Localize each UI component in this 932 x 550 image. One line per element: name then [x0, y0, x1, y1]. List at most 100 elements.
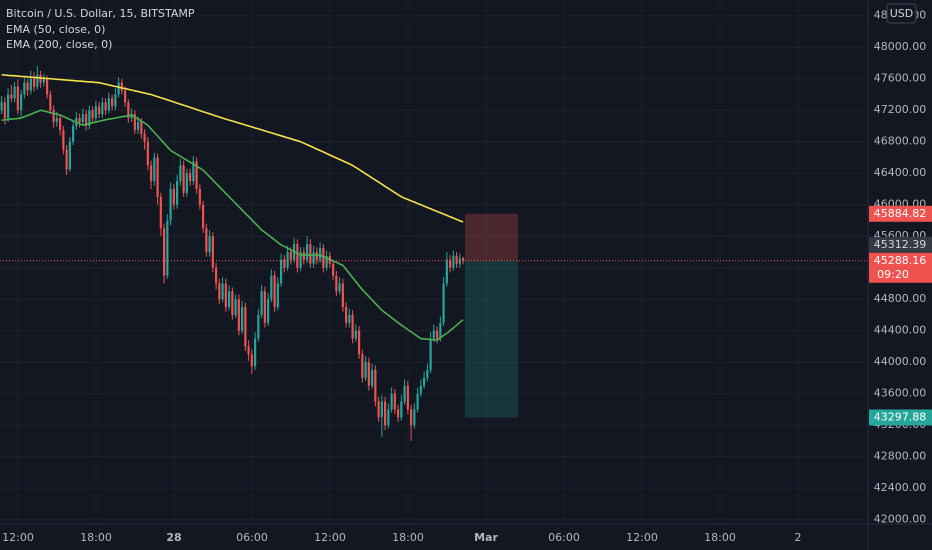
- y-tick-label: 46800.00: [874, 135, 927, 148]
- candle-body: [462, 258, 465, 261]
- candle-body: [416, 393, 419, 410]
- candle-body: [348, 314, 351, 323]
- candle-body: [3, 102, 6, 119]
- x-tick-label: Mar: [474, 531, 498, 544]
- candle-body: [390, 393, 393, 410]
- candle-body: [91, 110, 94, 119]
- y-tick-label: 48000.00: [874, 40, 927, 53]
- candle-body: [172, 188, 175, 205]
- x-tick-label: 28: [166, 531, 181, 544]
- candle-body: [185, 173, 188, 193]
- candle-body: [98, 106, 101, 115]
- y-tick-label: 47600.00: [874, 72, 927, 85]
- candle-body: [16, 86, 19, 111]
- y-tick-label: 42000.00: [874, 513, 927, 526]
- candle-body: [371, 370, 374, 386]
- candle-body: [302, 251, 305, 260]
- candle-body: [111, 98, 114, 107]
- candle-body: [33, 78, 36, 87]
- candle-body: [143, 133, 146, 142]
- x-tick-label: 12:00: [314, 531, 346, 544]
- candle-body: [250, 354, 253, 367]
- candle-body: [198, 188, 201, 205]
- candle-body: [332, 263, 335, 276]
- currency-label[interactable]: USD: [890, 7, 914, 20]
- candle-body: [205, 228, 208, 252]
- candle-body: [169, 188, 172, 221]
- candle-body: [244, 307, 247, 347]
- stop-zone: [465, 213, 518, 261]
- candle-body: [400, 401, 403, 418]
- candle-body: [426, 370, 429, 378]
- candle-body: [364, 362, 367, 378]
- candle-body: [176, 181, 179, 205]
- candle-body: [189, 173, 192, 182]
- last-price-label: 45288.16: [874, 254, 927, 267]
- candle-body: [345, 307, 348, 323]
- candle-body: [78, 118, 81, 123]
- candle-body: [322, 248, 325, 268]
- target-price-label-bg: [869, 409, 932, 426]
- candle-body: [455, 255, 458, 264]
- candle-body: [273, 275, 276, 308]
- candle-body: [257, 314, 260, 339]
- candle-body: [211, 236, 214, 268]
- candle-body: [410, 409, 413, 426]
- candle-body: [114, 94, 117, 107]
- candle-body: [247, 346, 250, 355]
- candle-body: [36, 74, 39, 87]
- candle-body: [351, 314, 354, 339]
- candle-body: [127, 102, 130, 119]
- x-tick-label: 12:00: [626, 531, 658, 544]
- candle-body: [270, 275, 273, 300]
- candle-body: [23, 82, 26, 95]
- candle-body: [439, 322, 442, 339]
- candle-body: [107, 98, 110, 111]
- y-tick-label: 44000.00: [874, 355, 927, 368]
- legend-entry: EMA (200, close, 0): [6, 38, 112, 51]
- symbol-title: Bitcoin / U.S. Dollar, 15, BITSTAMP: [6, 7, 195, 20]
- stop-price-label-bg: [869, 205, 932, 222]
- target-price-label: 43297.88: [874, 410, 927, 423]
- x-tick-label: 12:00: [2, 531, 34, 544]
- ema-line: [1, 74, 464, 223]
- candle-body: [406, 385, 409, 410]
- candle-body: [140, 122, 143, 134]
- candle-body: [159, 196, 162, 229]
- candle-body: [94, 106, 97, 119]
- candle-body: [296, 244, 299, 268]
- candle-body: [13, 86, 16, 99]
- candle-body: [325, 255, 328, 268]
- candle-body: [215, 267, 218, 284]
- candle-body: [338, 283, 341, 292]
- currency-button[interactable]: [886, 3, 917, 24]
- candle-body: [59, 118, 62, 130]
- y-tick-label: 42800.00: [874, 450, 927, 463]
- candle-body: [354, 330, 357, 339]
- candle-body: [429, 338, 432, 371]
- candle-body: [7, 94, 10, 119]
- x-tick-label: 06:00: [548, 531, 580, 544]
- candle-body: [0, 102, 3, 111]
- candle-body: [120, 82, 123, 91]
- candle-body: [237, 299, 240, 331]
- y-tick-label: 44400.00: [874, 324, 927, 337]
- candle-body: [182, 165, 185, 193]
- candle-body: [231, 291, 234, 315]
- x-tick-label: 18:00: [392, 531, 424, 544]
- candle-body: [380, 401, 383, 418]
- candle-body: [26, 82, 29, 91]
- stop-price-label: 45884.82: [874, 207, 927, 220]
- candle-body: [104, 102, 107, 111]
- candle-body: [117, 82, 120, 95]
- ema-line: [1, 109, 464, 342]
- candle-body: [52, 110, 55, 123]
- y-tick-label: 43600.00: [874, 387, 927, 400]
- candle-body: [68, 141, 71, 170]
- x-tick-label: 2: [795, 531, 802, 544]
- candle-body: [260, 291, 263, 315]
- candle-body: [163, 228, 166, 276]
- candle-body: [432, 330, 435, 339]
- candle-body: [393, 393, 396, 410]
